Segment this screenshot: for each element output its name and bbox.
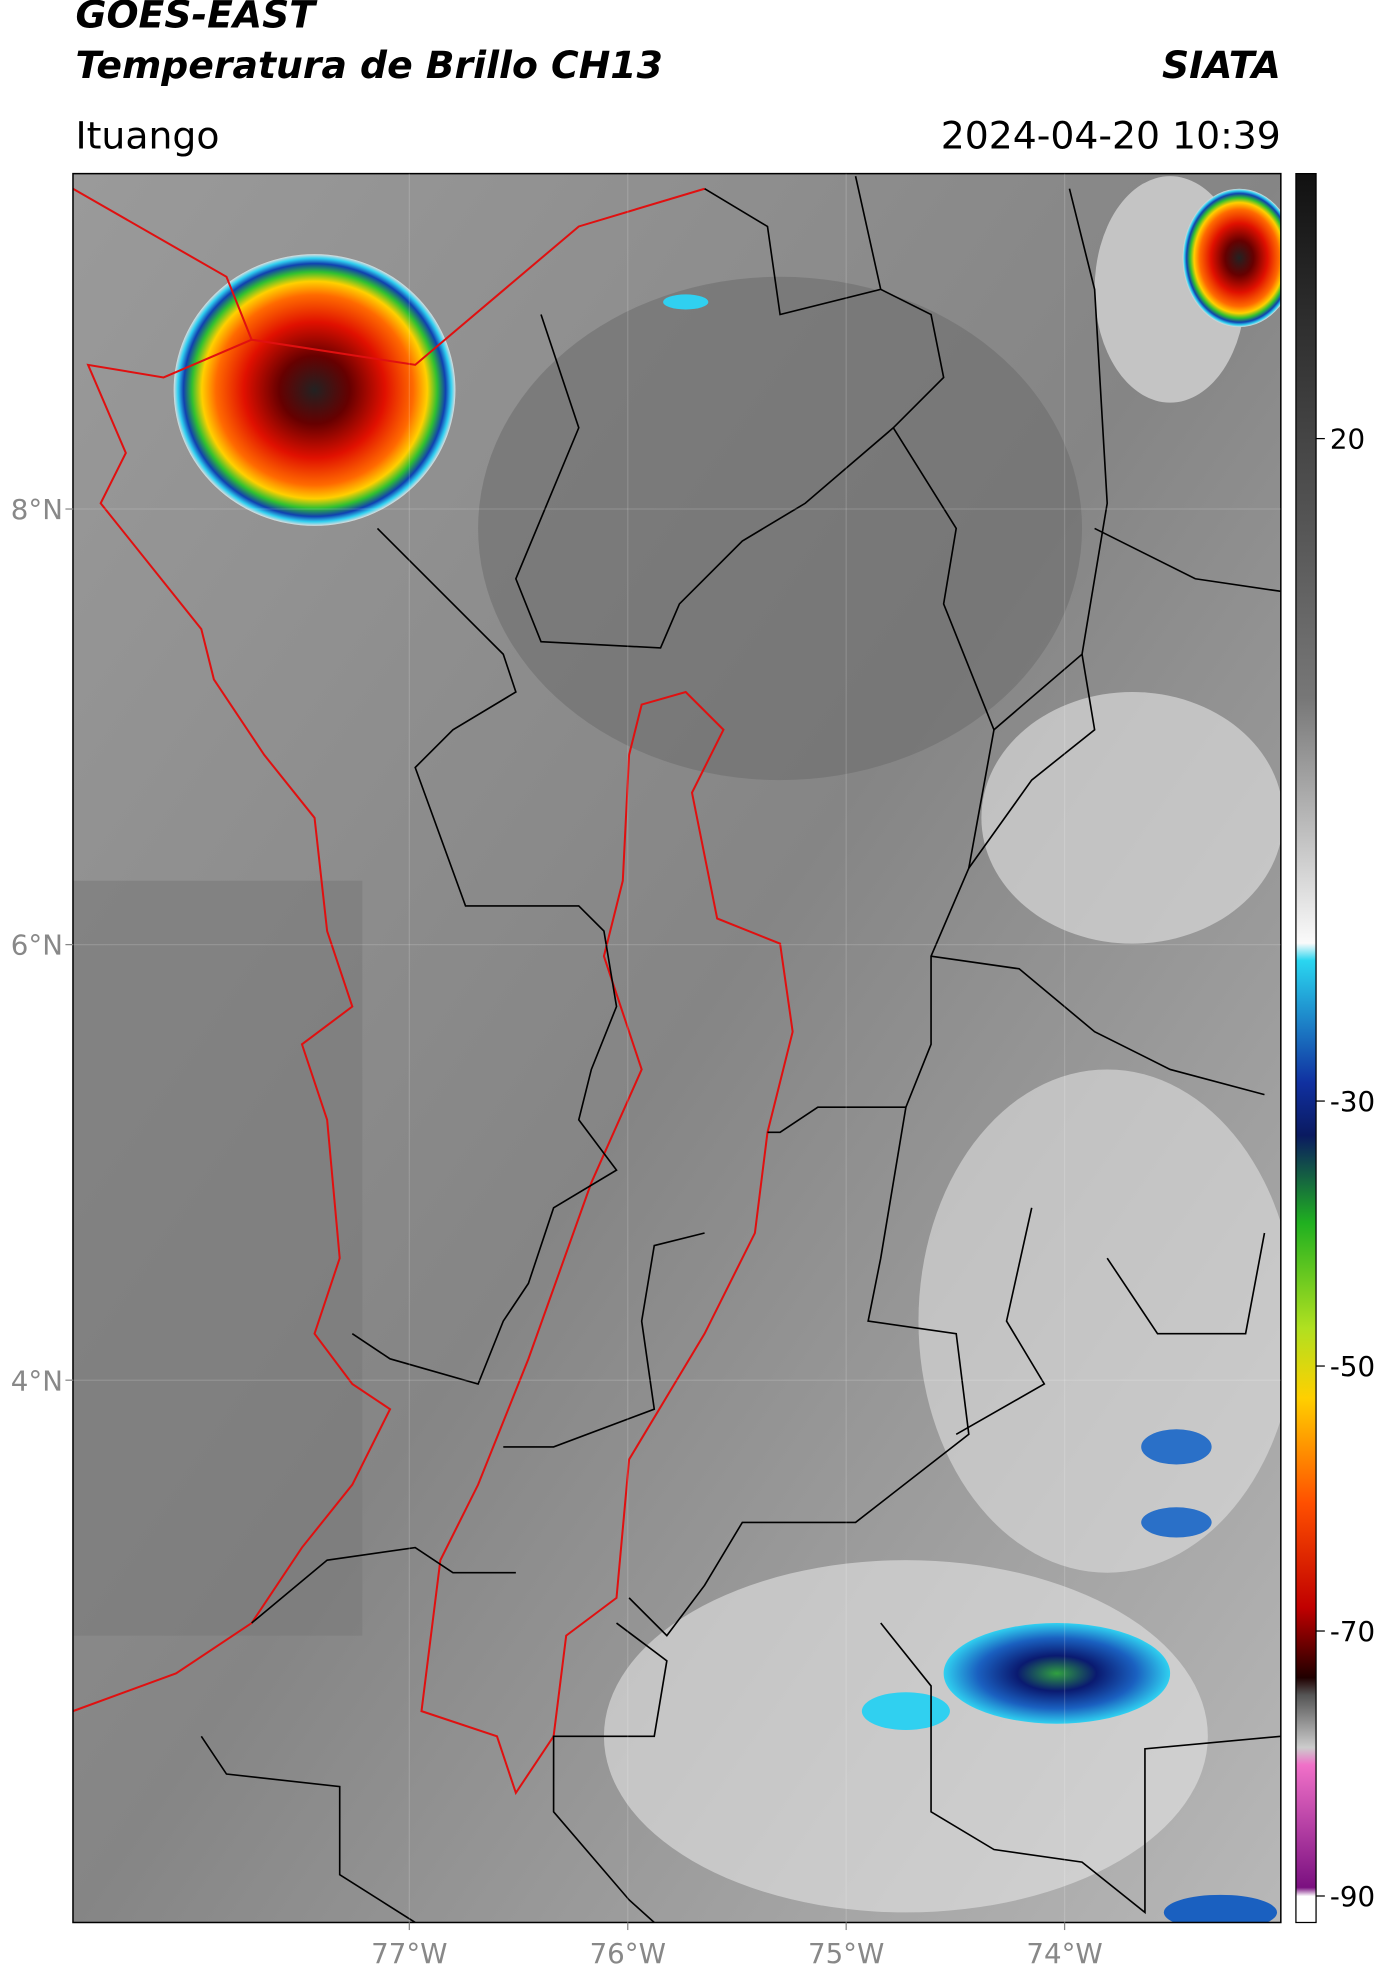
colorbar-label: -50 [1330, 1350, 1375, 1383]
x-tick-label: 77°W [371, 1937, 447, 1970]
map-frame [72, 172, 1282, 1924]
agency: SIATA [1162, 43, 1281, 87]
y-tick-label: 6°N [11, 929, 63, 962]
colorbar-label: -70 [1330, 1615, 1375, 1648]
x-tick-label: 74°W [1026, 1937, 1102, 1970]
colorbar-label: -90 [1330, 1880, 1375, 1913]
x-tick-label: 76°W [590, 1937, 666, 1970]
colorbar-label: -30 [1330, 1085, 1375, 1118]
y-tick-label: 4°N [11, 1364, 63, 1397]
colorbar-label: 20 [1330, 423, 1365, 456]
satellite: GOES-EAST [75, 0, 318, 37]
map-image [72, 173, 1281, 1923]
datetime: 2024-04-20 10:39 [941, 113, 1281, 157]
product: Temperatura de Brillo CH13 [75, 43, 662, 87]
location: Ituango [75, 113, 219, 157]
x-tick-label: 75°W [808, 1937, 884, 1970]
y-tick-label: 8°N [11, 493, 63, 526]
colorbar [1295, 172, 1317, 1924]
